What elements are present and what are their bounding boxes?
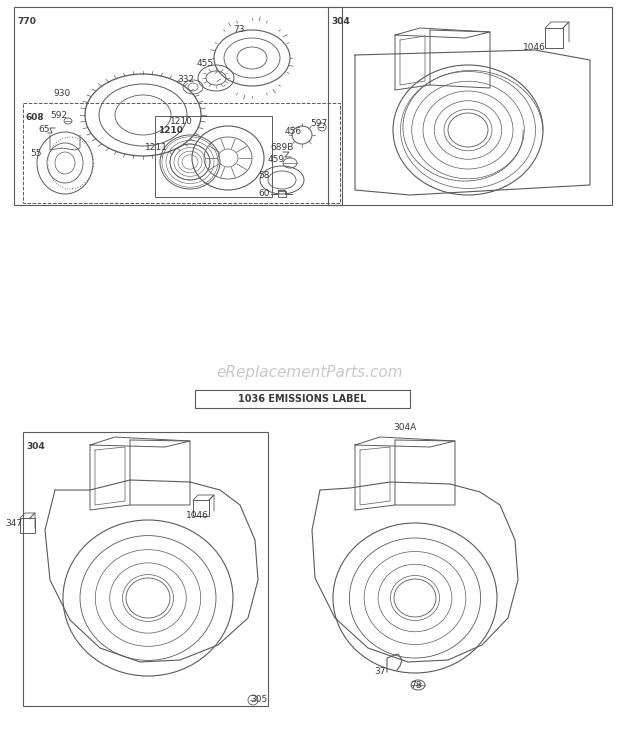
Text: 73: 73 [233,25,244,34]
Text: 689B: 689B [270,144,293,153]
Text: 65: 65 [38,126,50,135]
Text: 347: 347 [5,519,22,527]
Bar [23,103,340,203]
Text: 456: 456 [285,127,302,136]
Bar [155,116,272,197]
Text: 305: 305 [250,696,267,705]
Bar [23,432,268,706]
Bar [195,390,410,408]
Text: eReplacementParts.com: eReplacementParts.com [216,365,404,379]
Text: 1046: 1046 [523,43,546,53]
Text: 1211: 1211 [145,144,168,153]
Text: 1046: 1046 [186,510,209,519]
Text: 597: 597 [310,118,327,127]
Text: 58: 58 [258,170,270,179]
Text: 592: 592 [50,112,67,121]
Text: 60: 60 [258,188,270,197]
Text: 304A: 304A [393,423,416,432]
Text: 332: 332 [177,74,194,83]
Bar [328,7,612,205]
Text: 304: 304 [331,17,350,26]
Text: 1036 EMISSIONS LABEL: 1036 EMISSIONS LABEL [238,394,366,404]
Text: x: x [418,682,422,688]
Text: 1210: 1210 [158,126,183,135]
Text: 459: 459 [268,155,285,164]
Text: 55: 55 [30,149,42,158]
Bar [14,7,342,205]
Text: 78: 78 [410,681,422,690]
Text: 608: 608 [26,113,45,122]
Text: 1210: 1210 [170,117,193,126]
Text: 304: 304 [26,442,45,451]
Text: 37: 37 [374,667,386,676]
Text: 930: 930 [53,89,70,97]
Text: 770: 770 [17,17,36,26]
Text: 455: 455 [197,59,214,68]
